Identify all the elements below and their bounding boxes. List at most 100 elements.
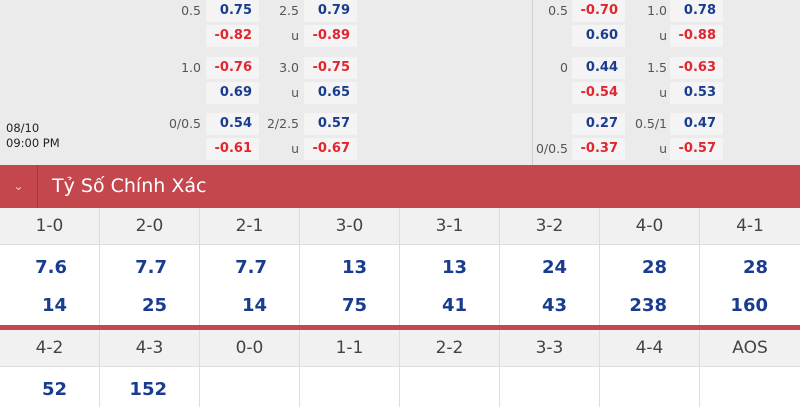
score-column: 1-1 [300,330,400,407]
odds-value[interactable]: 13 [341,257,367,278]
score-odds: 7.6 14 [0,245,99,325]
score-label: 3-3 [500,330,599,367]
odds-value[interactable]: 43 [541,295,567,316]
under-label: u [291,85,299,100]
odds-cell[interactable]: 0.54 [206,113,259,135]
score-label: 3-1 [400,208,499,245]
odds-value[interactable]: 75 [341,295,367,316]
total-label: 1.5 [647,60,667,75]
odds-cell[interactable]: -0.37 [572,138,625,160]
odds-value[interactable]: 160 [730,295,768,316]
handicap-label: 0/0.5 [168,116,201,131]
score-column: 3-0 13 75 [300,208,400,325]
score-odds [700,367,800,407]
odds-value[interactable]: 52 [41,379,67,400]
score-column: 3-1 13 41 [400,208,500,325]
odds-cell[interactable]: -0.76 [206,57,259,79]
odds-cell[interactable]: 0.27 [572,113,625,135]
score-column: 2-0 7.7 25 [100,208,200,325]
section-header-correct-score[interactable]: ⌄ Tỷ Số Chính Xác [0,165,800,208]
score-column: 4-0 28 238 [600,208,700,325]
odds-value[interactable]: 7.6 [35,257,67,278]
score-column: 0-0 [200,330,300,407]
total-label: 0.5/1 [634,116,667,131]
odds-value[interactable]: 14 [241,295,267,316]
odds-cell[interactable]: 0.44 [572,57,625,79]
score-odds [400,367,499,407]
score-label: 2-0 [100,208,199,245]
total-label: 2/2.5 [266,116,299,131]
score-odds: 7.7 25 [100,245,199,325]
odds-cell[interactable]: -0.70 [572,0,625,22]
score-odds: 28 238 [600,245,699,325]
score-odds: 52 [0,367,99,407]
total-label: 3.0 [279,60,299,75]
score-odds [500,367,599,407]
score-label: AOS [700,330,800,367]
odds-cell[interactable]: 0.47 [670,113,723,135]
odds-cell[interactable]: 0.60 [572,25,625,47]
score-label: 0-0 [200,330,299,367]
column-divider [532,0,533,165]
odds-value[interactable]: 24 [541,257,567,278]
odds-value[interactable]: 25 [141,295,167,316]
odds-value[interactable]: 7.7 [235,257,267,278]
odds-value[interactable]: 7.7 [135,257,167,278]
under-label: u [659,141,667,156]
score-odds [600,367,699,407]
under-label: u [291,141,299,156]
odds-value[interactable]: 13 [441,257,467,278]
chevron-down-icon[interactable]: ⌄ [0,165,38,208]
odds-cell[interactable]: 0.79 [304,0,357,22]
score-odds: 24 43 [500,245,599,325]
odds-value[interactable]: 152 [129,379,167,400]
odds-cell[interactable]: 0.65 [304,82,357,104]
odds-cell[interactable]: -0.82 [206,25,259,47]
section-title: Tỷ Số Chính Xác [52,175,207,197]
score-label: 4-1 [700,208,800,245]
odds-cell[interactable]: 0.57 [304,113,357,135]
odds-value[interactable]: 28 [742,257,768,278]
odds-value[interactable]: 14 [41,295,67,316]
odds-cell[interactable]: -0.88 [670,25,723,47]
odds-value[interactable]: 28 [641,257,667,278]
score-column: 4-3 152 [100,330,200,407]
odds-cell[interactable]: -0.54 [572,82,625,104]
score-label: 4-4 [600,330,699,367]
odds-cell[interactable]: 0.78 [670,0,723,22]
score-column: 1-0 7.6 14 [0,208,100,325]
under-label: u [659,28,667,43]
score-column: 4-2 52 [0,330,100,407]
odds-cell[interactable]: -0.67 [304,138,357,160]
total-label: 1.0 [647,3,667,18]
row-separator [0,325,800,330]
odds-cell[interactable]: -0.63 [670,57,723,79]
under-label: u [659,85,667,100]
score-odds: 13 75 [300,245,399,325]
odds-value[interactable]: 238 [629,295,667,316]
odds-cell[interactable]: -0.57 [670,138,723,160]
odds-cell[interactable]: -0.61 [206,138,259,160]
total-label: 2.5 [279,3,299,18]
score-label: 2-1 [200,208,299,245]
odds-cell[interactable]: -0.75 [304,57,357,79]
score-column: 2-2 [400,330,500,407]
odds-cell[interactable]: 0.69 [206,82,259,104]
odds-value[interactable]: 41 [441,295,467,316]
handicap-label: 0.5 [181,3,201,18]
handicap-label: 1.0 [181,60,201,75]
odds-cell[interactable]: 0.53 [670,82,723,104]
score-label: 4-0 [600,208,699,245]
score-column: 3-2 24 43 [500,208,600,325]
score-column: 3-3 [500,330,600,407]
handicap-label: 0/0.5 [535,141,568,156]
score-label: 3-0 [300,208,399,245]
odds-cell[interactable]: -0.89 [304,25,357,47]
odds-cell[interactable]: 0.75 [206,0,259,22]
match-date: 08/10 [6,121,40,135]
score-label: 1-1 [300,330,399,367]
score-label: 4-3 [100,330,199,367]
match-time: 09:00 PM [6,136,60,150]
handicap-label: 0 [560,60,568,75]
score-odds [200,367,299,407]
